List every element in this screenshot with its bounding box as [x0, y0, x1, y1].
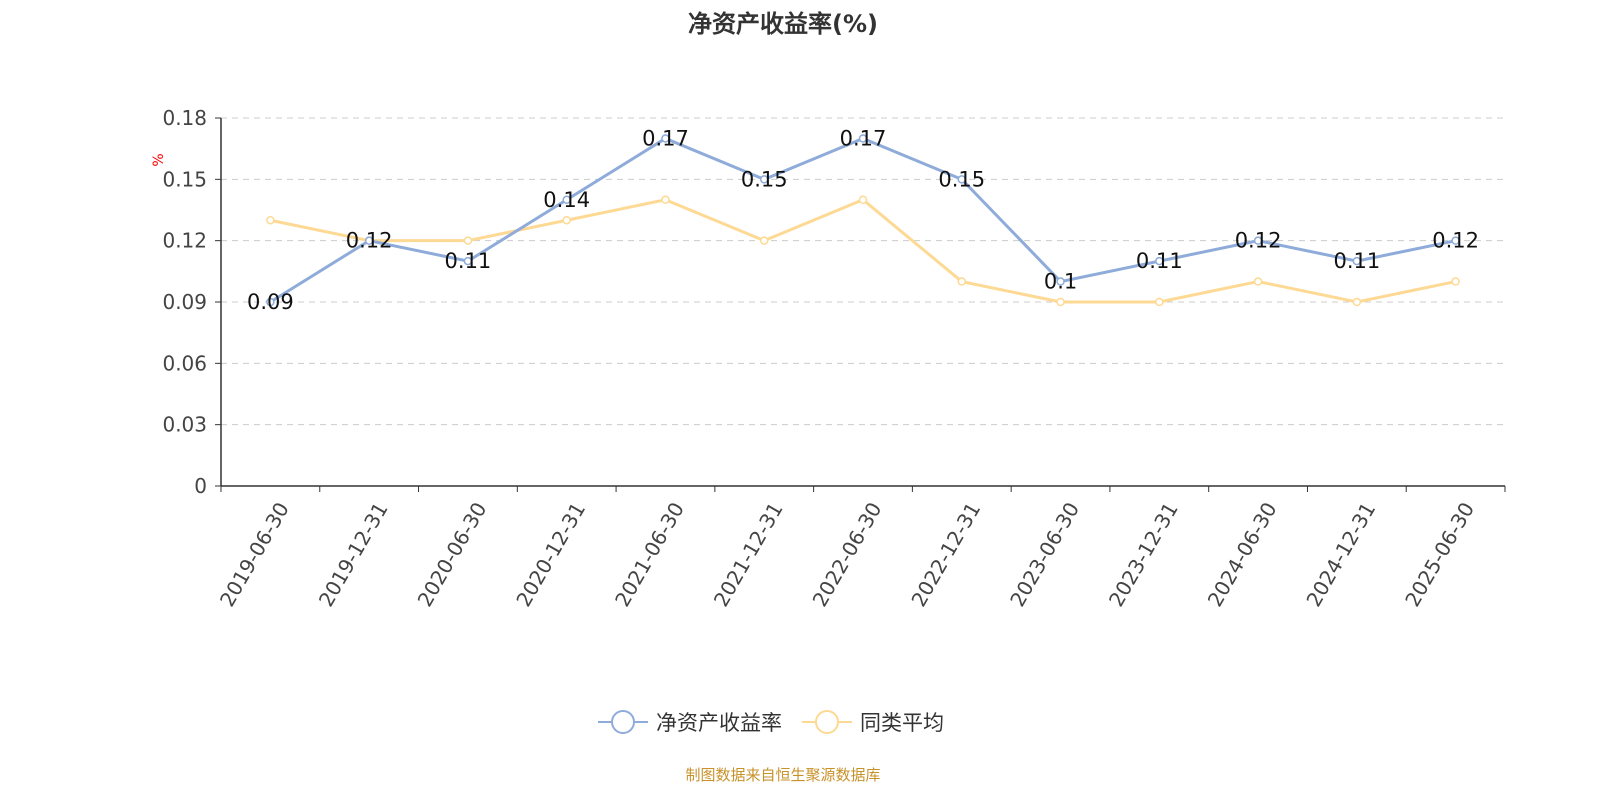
data-point — [957, 175, 967, 184]
y-tick-label: 0 — [194, 474, 207, 498]
x-tick-label: 2023-12-31 — [1104, 498, 1183, 611]
x-tick-label: 2022-06-30 — [808, 498, 887, 611]
data-point — [1155, 297, 1164, 307]
data-point — [661, 134, 670, 143]
data-label: 0.17 — [840, 126, 887, 150]
data-label: 0.17 — [642, 126, 689, 150]
data-point — [1253, 277, 1263, 286]
x-tick-label: 2021-06-30 — [610, 498, 689, 611]
data-point — [661, 195, 670, 205]
y-tick-label: 0.03 — [162, 413, 207, 437]
data-point — [463, 236, 473, 245]
data-point — [858, 195, 868, 205]
data-label: 0.15 — [938, 167, 985, 191]
chart-title: 净资产收益率(%) — [688, 10, 878, 38]
x-tick-label: 2023-06-30 — [1005, 498, 1084, 611]
x-tick-label: 2020-12-31 — [511, 498, 590, 611]
data-label: 0.11 — [1136, 249, 1183, 273]
x-tick-label: 2020-06-30 — [413, 498, 492, 611]
source-footer: 制图数据来自恒生聚源数据库 — [685, 766, 880, 784]
data-point — [266, 297, 275, 307]
series-line — [269, 136, 1456, 304]
data-point — [1352, 297, 1362, 307]
data-point — [463, 256, 473, 266]
legend-marker-icon — [611, 710, 635, 734]
x-tick-label: 2024-12-31 — [1301, 498, 1380, 611]
data-label: 0.12 — [1432, 229, 1479, 253]
data-point — [1352, 256, 1362, 266]
legend-label: 净资产收益率 — [656, 711, 782, 735]
data-point — [858, 134, 868, 143]
data-label: 0.11 — [1333, 249, 1380, 273]
data-point — [759, 175, 769, 184]
x-tick-label: 2024-06-30 — [1203, 498, 1282, 611]
x-tick-label: 2025-06-30 — [1400, 498, 1479, 611]
y-tick-label: 0.12 — [162, 229, 207, 253]
data-point — [1056, 277, 1065, 286]
data-label: 0.1 — [1044, 270, 1077, 294]
data-point — [957, 277, 967, 286]
legend-marker-icon — [815, 710, 839, 734]
data-point — [364, 236, 374, 245]
data-label: 0.11 — [445, 249, 492, 273]
y-tick-label: 0.15 — [162, 167, 207, 191]
y-tick-label: 0.18 — [162, 106, 207, 130]
x-tick-label: 2019-06-30 — [215, 498, 294, 611]
data-label: 0.09 — [247, 290, 294, 314]
data-label: 0.15 — [741, 167, 788, 191]
data-point — [1155, 256, 1164, 266]
data-label: 0.12 — [1235, 229, 1282, 253]
data-point — [266, 215, 275, 225]
y-tick-label: 0.06 — [162, 351, 207, 375]
x-tick-label: 2019-12-31 — [314, 498, 393, 611]
data-point — [759, 236, 769, 245]
data-point — [1451, 277, 1460, 286]
legend-label: 同类平均 — [860, 711, 944, 735]
y-tick-label: 0.09 — [162, 290, 207, 314]
data-label: 0.14 — [543, 188, 590, 212]
data-point — [562, 215, 571, 225]
x-tick-label: 2021-12-31 — [709, 498, 788, 611]
data-point — [1253, 236, 1263, 245]
data-point — [562, 195, 571, 205]
x-tick-label: 2022-12-31 — [906, 498, 985, 611]
y-axis-label: % — [151, 153, 167, 166]
data-label: 0.12 — [346, 229, 393, 253]
data-point — [1056, 297, 1065, 307]
data-point — [1451, 236, 1460, 245]
legend: 净资产收益率 同类平均 — [598, 710, 944, 735]
